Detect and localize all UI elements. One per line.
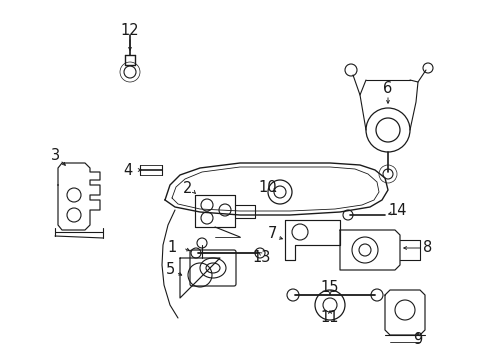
Text: 7: 7 bbox=[267, 226, 276, 242]
Text: 15: 15 bbox=[320, 280, 339, 296]
Text: 10: 10 bbox=[258, 180, 277, 194]
Text: 14: 14 bbox=[388, 202, 407, 217]
Text: 9: 9 bbox=[412, 333, 422, 347]
Text: 6: 6 bbox=[383, 81, 392, 95]
Text: 2: 2 bbox=[183, 180, 192, 195]
Text: 8: 8 bbox=[423, 240, 432, 256]
Text: 13: 13 bbox=[252, 251, 271, 266]
Text: 5: 5 bbox=[165, 262, 174, 278]
Text: 12: 12 bbox=[121, 23, 139, 37]
Text: 4: 4 bbox=[123, 162, 132, 177]
Text: 1: 1 bbox=[167, 240, 176, 256]
Text: 3: 3 bbox=[50, 148, 60, 162]
Text: 11: 11 bbox=[320, 310, 339, 325]
